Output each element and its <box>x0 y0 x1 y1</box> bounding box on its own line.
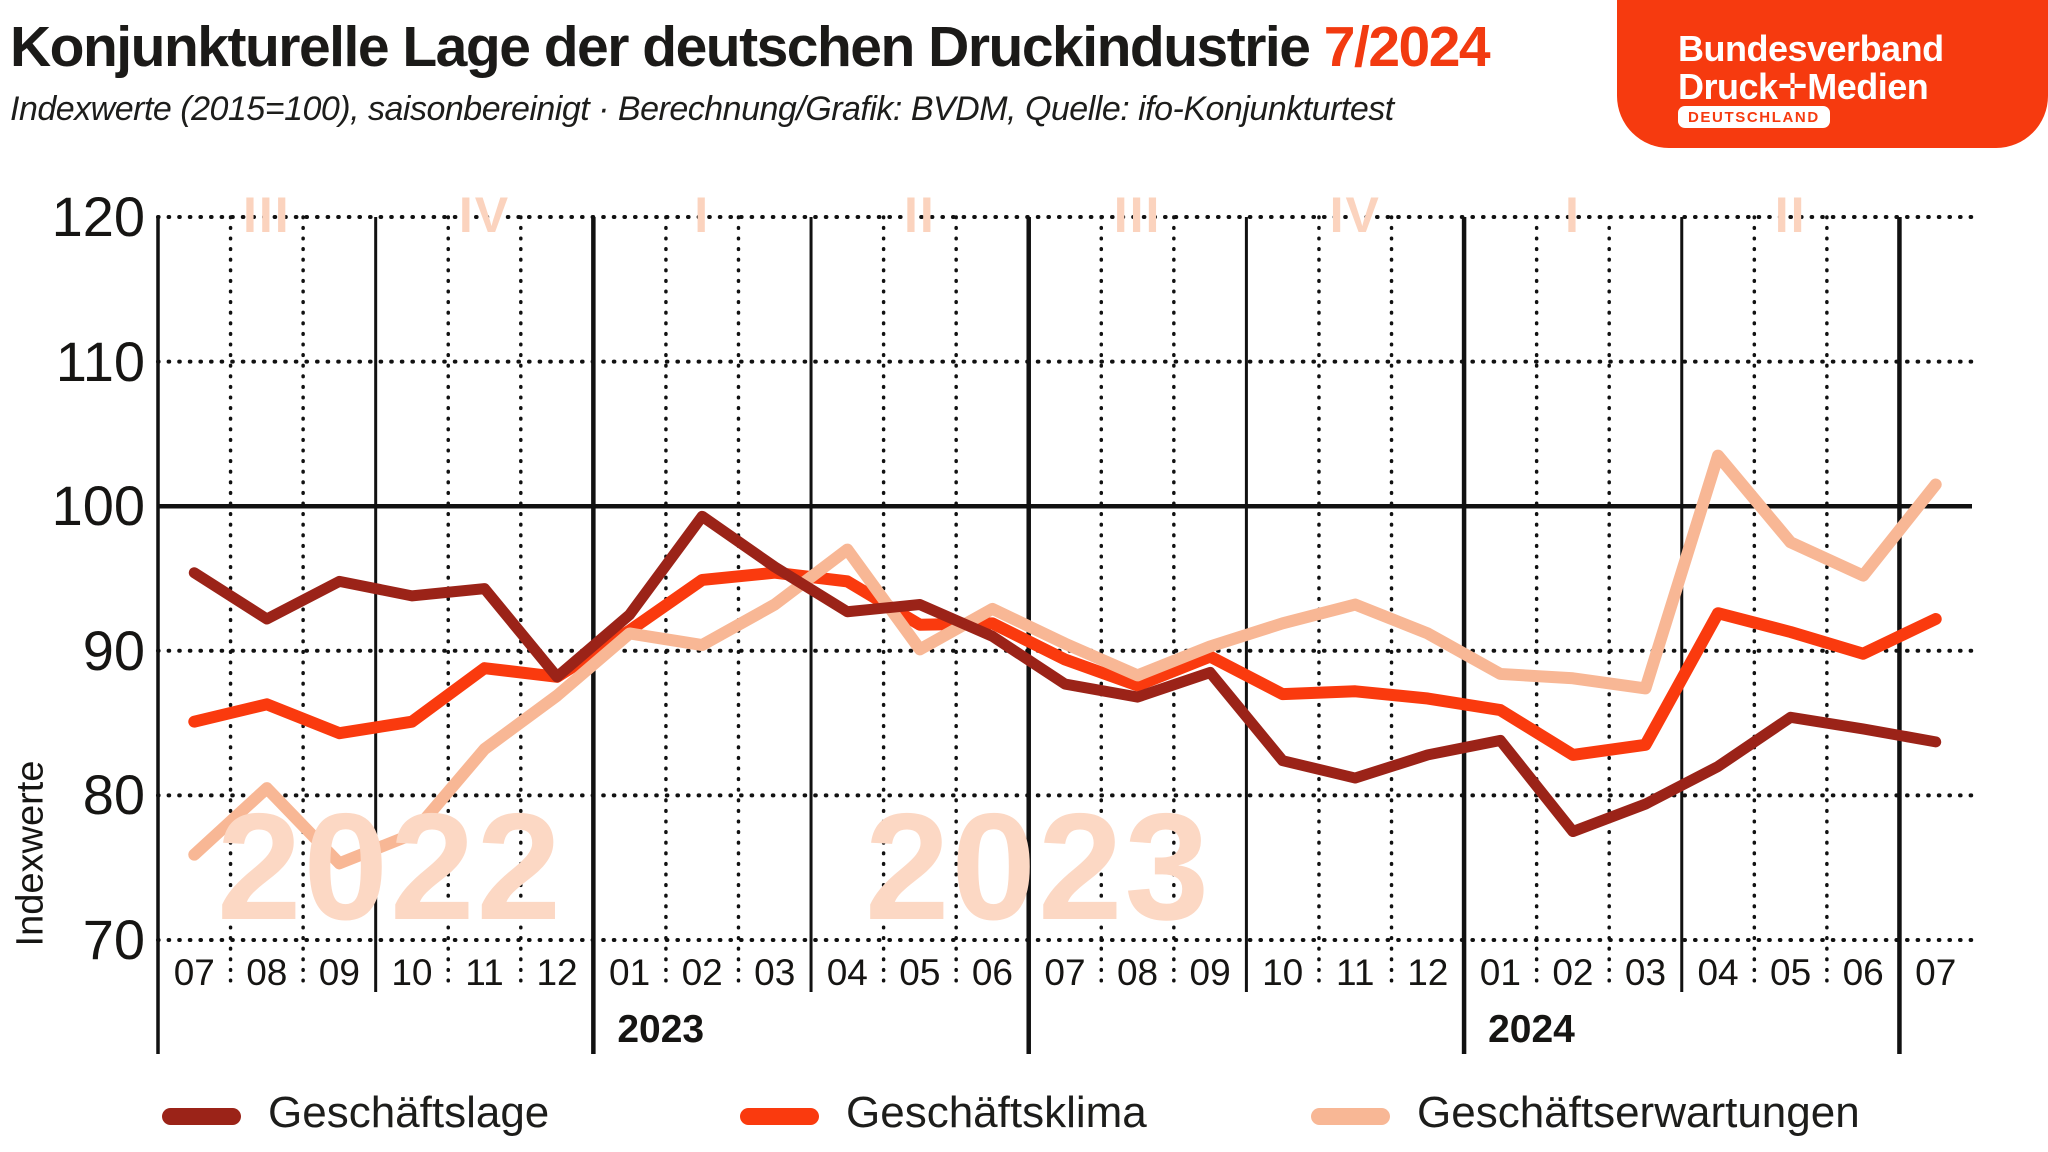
page-title: Konjunkturelle Lage der deutschen Drucki… <box>10 14 1491 80</box>
year-label-2024: 2024 <box>1488 1008 1575 1051</box>
quarter-label: II <box>1774 187 1807 243</box>
month-label: 11 <box>1336 952 1375 993</box>
month-label: 06 <box>1842 952 1884 993</box>
month-label: 12 <box>536 952 578 993</box>
month-label: 07 <box>1915 952 1957 993</box>
month-label: 07 <box>1044 952 1086 993</box>
y-tick-label-100: 100 <box>51 474 145 538</box>
legend-swatch-geschäftslage <box>162 1108 241 1125</box>
month-label: 09 <box>1189 952 1231 993</box>
y-tick-label-90: 90 <box>82 618 145 682</box>
month-label: 08 <box>246 952 288 993</box>
month-label: 05 <box>899 952 941 993</box>
month-label: 09 <box>318 952 360 993</box>
bvdm-logo: Bundesverband Druck✛Medien DEUTSCHLAND <box>1617 0 2048 148</box>
legend-label-geschäftslage: Geschäftslage <box>268 1088 550 1137</box>
quarter-label: III <box>1113 187 1162 243</box>
quarter-label: IV <box>458 187 511 243</box>
month-label: 07 <box>173 952 215 993</box>
logo-line2: Druck✛Medien <box>1678 66 1929 107</box>
month-label: 04 <box>826 952 868 993</box>
month-label: 01 <box>609 952 651 993</box>
year-watermark-2023: 2023 <box>864 782 1212 952</box>
month-label: 10 <box>1262 952 1304 993</box>
quarter-label: III <box>242 187 291 243</box>
y-axis-title: Indexwerte <box>9 760 52 947</box>
month-label: 10 <box>391 952 433 993</box>
month-label: 04 <box>1697 952 1739 993</box>
page-title-text: Konjunkturelle Lage der deutschen Drucki… <box>10 15 1311 79</box>
legend-label-geschäftserwartungen: Geschäftserwartungen <box>1417 1088 1860 1137</box>
legend-swatch-geschäftsklima <box>740 1108 819 1125</box>
quarter-label: IV <box>1329 187 1381 243</box>
logo-country-badge: DEUTSCHLAND <box>1678 106 1830 128</box>
legend-label-geschäftsklima: Geschäftsklima <box>846 1088 1147 1137</box>
month-label: 03 <box>1624 952 1667 993</box>
quarter-label: I <box>694 187 711 243</box>
month-label: 06 <box>971 952 1013 993</box>
month-label: 12 <box>1407 952 1449 993</box>
logo-line1: Bundesverband <box>1678 28 1944 69</box>
legend-swatch-geschäftserwartungen <box>1311 1108 1390 1125</box>
series-line-geschäftserwartungen <box>188 449 1942 870</box>
series-line-geschäftslage <box>188 510 1942 838</box>
month-label: 08 <box>1116 952 1159 993</box>
month-label: 03 <box>754 952 796 993</box>
quarter-label: I <box>1564 187 1581 243</box>
page-subtitle: Indexwerte (2015=100), saisonbereinigt ·… <box>10 90 1394 128</box>
month-label: 05 <box>1770 952 1812 993</box>
report-period: 7/2024 <box>1323 15 1491 79</box>
year-label-2023: 2023 <box>617 1008 705 1051</box>
y-tick-label-70: 70 <box>82 908 145 971</box>
month-label: 11 <box>465 952 504 993</box>
y-tick-label-80: 80 <box>82 763 145 827</box>
month-label: 02 <box>681 952 723 993</box>
y-tick-label-110: 110 <box>55 329 145 393</box>
month-label: 02 <box>1552 952 1594 993</box>
quarter-label: II <box>903 187 936 243</box>
y-tick-label-120: 120 <box>51 185 145 248</box>
series-line-geschäftsklima <box>188 566 1942 761</box>
month-label: 01 <box>1479 952 1521 993</box>
year-watermark-2022: 2022 <box>216 782 564 952</box>
